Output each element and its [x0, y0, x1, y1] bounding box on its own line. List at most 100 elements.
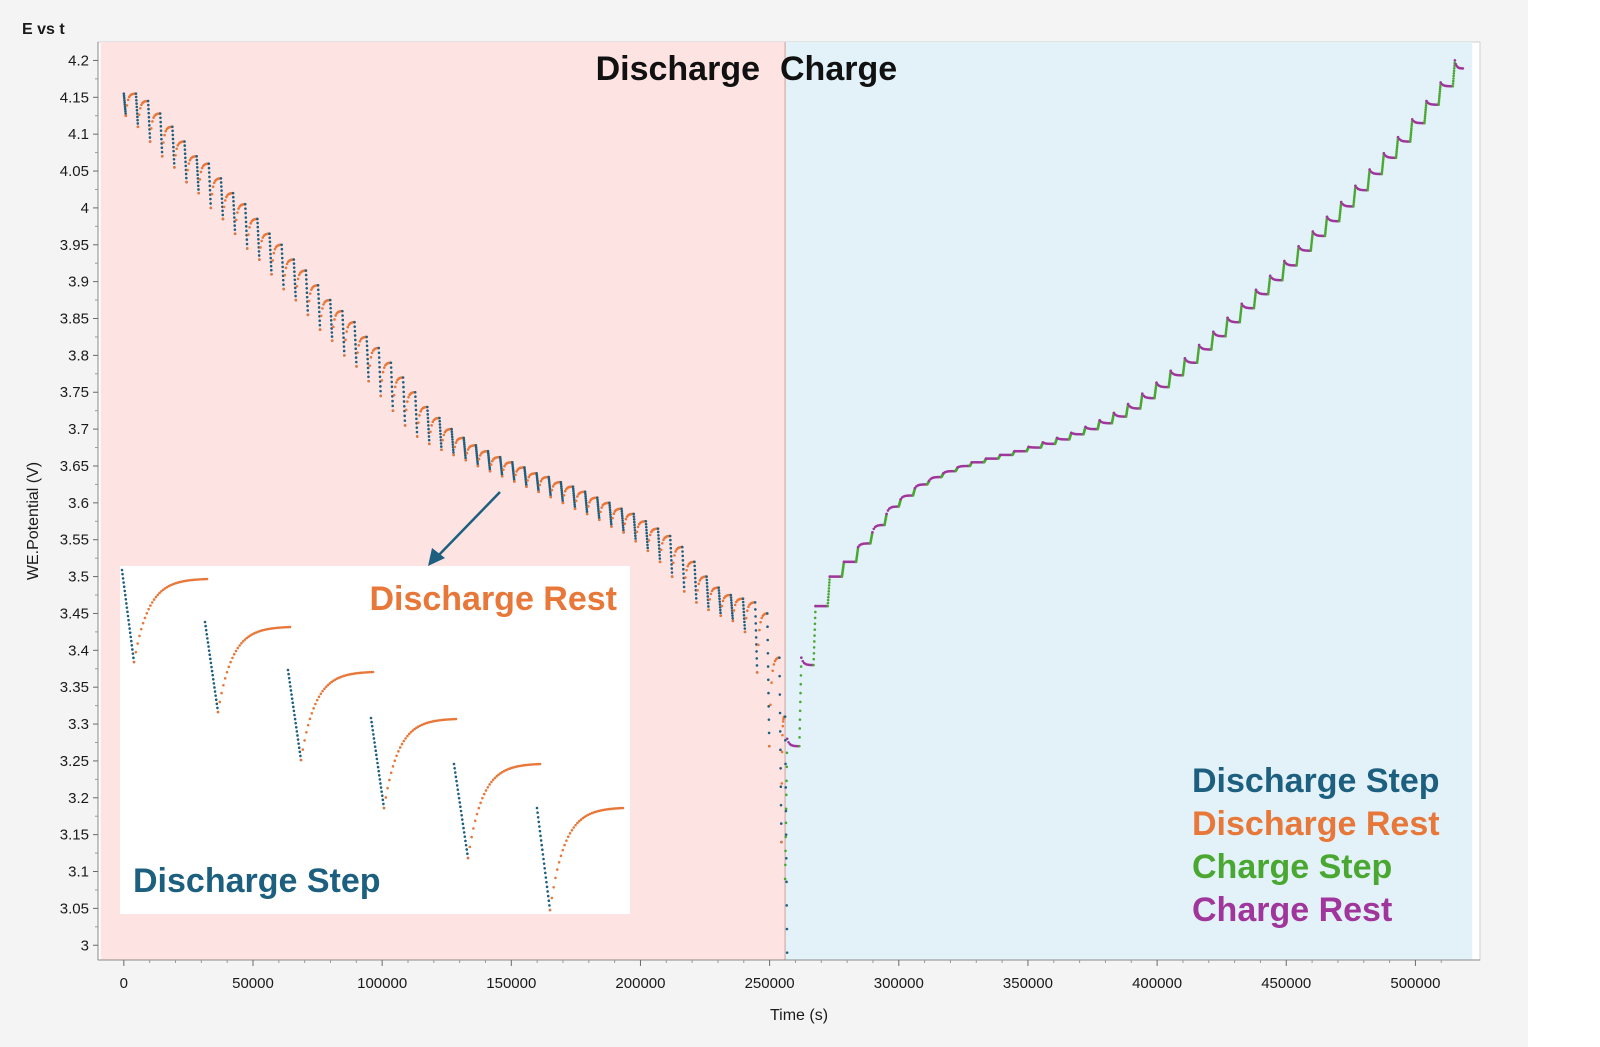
charge-step-point: [1409, 138, 1412, 141]
charge-step-point: [1309, 245, 1313, 249]
discharge-step-point: [403, 419, 407, 422]
discharge-rest-point: [367, 379, 370, 383]
discharge-step-point: [475, 452, 479, 455]
charge-rest-point: [1297, 244, 1300, 248]
charge-rest-point: [1112, 411, 1116, 415]
inset-rest-point: [488, 783, 491, 786]
charge-step-point: [784, 835, 788, 839]
discharge-rest-point: [672, 561, 675, 565]
inset-step-point: [541, 848, 544, 852]
discharge-rest-point: [429, 430, 432, 434]
zoom-arrowhead: [428, 548, 445, 566]
inset-step-point: [538, 829, 542, 833]
discharge-rest-point: [576, 495, 579, 498]
discharge-step-point: [269, 248, 272, 252]
discharge-step-point: [367, 375, 370, 379]
charge-step-point: [1410, 124, 1413, 128]
discharge-step-point: [583, 490, 587, 494]
discharge-step-point: [293, 286, 297, 290]
discharge-step-point: [451, 448, 455, 452]
inset-rest-point: [324, 685, 328, 689]
inset-rest-point: [223, 677, 227, 680]
discharge-rest-point: [318, 328, 322, 331]
charge-step-point: [1423, 121, 1426, 125]
y-tick-label: 3.2: [68, 790, 89, 807]
inset-rest-point: [136, 642, 139, 645]
inset-rest-point: [308, 717, 312, 721]
discharge-rest-point: [258, 258, 261, 261]
charge-step-point: [813, 634, 816, 637]
discharge-step-point: [486, 451, 490, 455]
inset-step-point: [128, 627, 131, 630]
discharge-rest-point: [537, 490, 540, 494]
charge-step-point: [1324, 225, 1328, 228]
discharge-rest-point: [743, 630, 747, 634]
discharge-step-point: [681, 550, 684, 553]
zoom-arrow: [435, 491, 501, 559]
y-tick-label: 3.8: [68, 347, 89, 364]
discharge-rest-point: [769, 703, 772, 707]
discharge-step-point: [318, 323, 322, 327]
charge-step-point: [1310, 243, 1313, 247]
inset-rest-point: [218, 700, 222, 704]
charge-step-point: [1367, 180, 1370, 184]
discharge-step-point: [717, 589, 721, 592]
inset-rest-point: [490, 780, 493, 784]
charge-rest-point: [1283, 259, 1286, 263]
inset-step-point: [294, 721, 297, 725]
discharge-step-point: [147, 103, 150, 107]
discharge-step-point: [195, 162, 199, 165]
discharge-step-point: [767, 731, 771, 735]
charge-step-point: [1323, 232, 1327, 236]
discharge-step-point: [377, 346, 381, 350]
discharge-step-point: [281, 265, 284, 269]
inset-step-point: [291, 701, 295, 705]
discharge-step-point: [585, 510, 589, 513]
charge-step-point: [784, 807, 788, 811]
discharge-step-point: [500, 473, 504, 476]
charge-step-point: [1381, 164, 1384, 168]
discharge-step-point: [354, 347, 358, 351]
discharge-rest-point: [513, 480, 516, 483]
discharge-step-point: [245, 229, 248, 233]
inset-rest-point: [413, 727, 416, 731]
discharge-rest-point: [733, 603, 737, 607]
discharge-rest-point: [670, 575, 674, 578]
discharge-rest-point: [333, 318, 336, 321]
charge-step-point: [1281, 271, 1285, 274]
inset-rest-point: [619, 806, 623, 810]
discharge-step-point: [585, 503, 588, 507]
discharge-rest-point: [780, 750, 784, 754]
charge-step-point: [1353, 194, 1356, 198]
discharge-rest-point: [772, 663, 776, 666]
discharge-step-point: [414, 395, 417, 398]
charge-step-point: [1438, 87, 1442, 91]
inset-rest-point: [225, 670, 229, 674]
discharge-step-point: [390, 371, 393, 374]
discharge-rest-point: [635, 530, 639, 534]
discharge-step-point: [184, 172, 188, 176]
discharge-step-point: [342, 349, 346, 353]
inset-step-point: [380, 790, 383, 793]
inset-step-point: [541, 853, 545, 856]
discharge-step-point: [731, 614, 734, 617]
charge-step-point: [799, 682, 803, 686]
inset-step-point: [126, 610, 129, 614]
charge-step-point: [1310, 241, 1313, 245]
inset-step-point: [539, 839, 543, 842]
discharge-step-point: [256, 221, 259, 225]
discharge-step-point: [548, 485, 552, 489]
discharge-step-point: [561, 499, 565, 503]
discharge-rest-point: [209, 206, 213, 210]
inset-step-point: [372, 733, 375, 736]
charge-step-point: [1395, 148, 1399, 151]
discharge-step-point: [195, 166, 199, 169]
discharge-step-point: [353, 329, 357, 333]
discharge-rest-point: [588, 500, 591, 504]
charge-step-point: [1451, 82, 1455, 85]
inset-step-point: [462, 831, 466, 834]
inset-step-point: [548, 904, 551, 907]
discharge-step-point: [784, 738, 787, 742]
discharge-step-point: [160, 137, 163, 141]
discharge-step-point: [621, 526, 625, 529]
